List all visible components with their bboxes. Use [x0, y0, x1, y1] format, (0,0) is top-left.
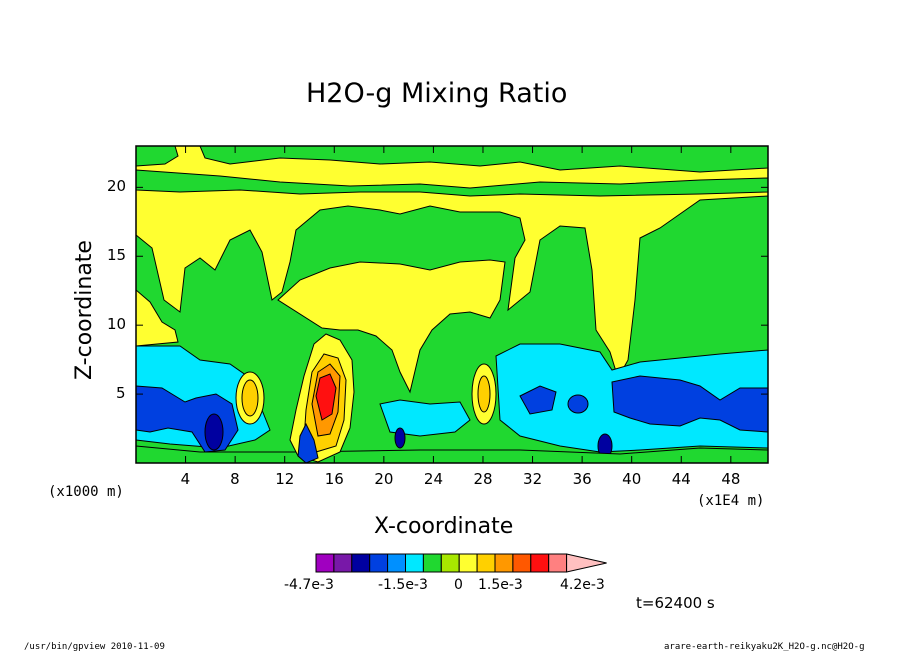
contour-field [136, 146, 768, 463]
x-unit-right: (x1E4 m) [697, 493, 765, 509]
field-orange-blob-right [477, 375, 491, 413]
field-green-bottom [136, 445, 768, 463]
colorbar-swatch [315, 553, 335, 573]
y-tick-label: 5 [116, 384, 126, 403]
x-tick-label: 8 [230, 470, 240, 488]
x-tick-label: 16 [324, 470, 344, 488]
colorbar-swatch [422, 553, 442, 573]
field-yellow-center [277, 259, 506, 394]
y-tick-marks [136, 186, 768, 395]
field-green-top [199, 146, 768, 173]
colorbar-swatch [548, 553, 568, 573]
y-tick-label: 15 [107, 246, 127, 265]
field-blue-spot [567, 394, 589, 414]
colorbar-swatch [405, 553, 424, 573]
colorbar-label-neg: -1.5e-3 [378, 577, 428, 593]
x-tick-label: 12 [275, 470, 295, 488]
plot-frame [135, 145, 769, 464]
x-tick-label: 4 [180, 470, 191, 488]
field-green-band [136, 169, 768, 197]
colorbar-swatch [458, 553, 478, 573]
x-tick-marks [185, 146, 732, 463]
colorbar-label-min: -4.7e-3 [284, 577, 334, 593]
colorbar-swatch [440, 553, 460, 573]
x-tick-label: 32 [523, 470, 543, 488]
field-green-topleft [136, 146, 179, 167]
colorbar-swatch [494, 553, 514, 573]
x-tick-label: 24 [423, 470, 443, 488]
field-plume-blue [297, 422, 319, 463]
x-unit-left: (x1000 m) [48, 484, 124, 500]
y-axis-label: Z-coordinate [72, 240, 97, 380]
footer-left: /usr/bin/gpview 2010-11-09 [24, 642, 165, 652]
x-tick-label: 48 [721, 470, 741, 488]
x-tick-label: 44 [671, 470, 691, 488]
field-plume-red [315, 373, 337, 421]
field-orange-blob-left [241, 379, 259, 417]
field-yellow-left [136, 289, 179, 347]
colorbar [315, 553, 607, 573]
x-axis-label: X-coordinate [374, 514, 514, 539]
colorbar-swatch [333, 553, 353, 573]
colorbar-arrow [566, 553, 607, 573]
x-tick-label: 40 [622, 470, 642, 488]
chart-title: H2O-g Mixing Ratio [306, 78, 568, 109]
colorbar-label-zero: 0 [454, 577, 463, 593]
x-tick-label: 36 [572, 470, 592, 488]
y-tick-label: 10 [107, 315, 127, 334]
colorbar-swatch [476, 553, 496, 573]
time-label: t=62400 s [636, 594, 715, 612]
colorbar-label-max: 4.2e-3 [560, 577, 605, 593]
colorbar-swatch [351, 553, 371, 573]
field-blue-mid [519, 385, 557, 415]
field-cyan-mid [379, 399, 471, 437]
y-tick-label: 20 [107, 177, 127, 196]
field-blue-right [611, 375, 768, 433]
colorbar-swatch [369, 553, 389, 573]
footer-right: arare-earth-reikyaku2K_H2O-g.nc@H2O-g [664, 642, 865, 652]
field-navy-1 [204, 413, 224, 451]
x-tick-label: 28 [473, 470, 493, 488]
colorbar-swatch [387, 553, 407, 573]
colorbar-swatch [512, 553, 532, 573]
colorbar-swatch [530, 553, 550, 573]
x-tick-label: 20 [374, 470, 394, 488]
field-navy-3 [394, 427, 406, 449]
colorbar-label-pos: 1.5e-3 [478, 577, 523, 593]
